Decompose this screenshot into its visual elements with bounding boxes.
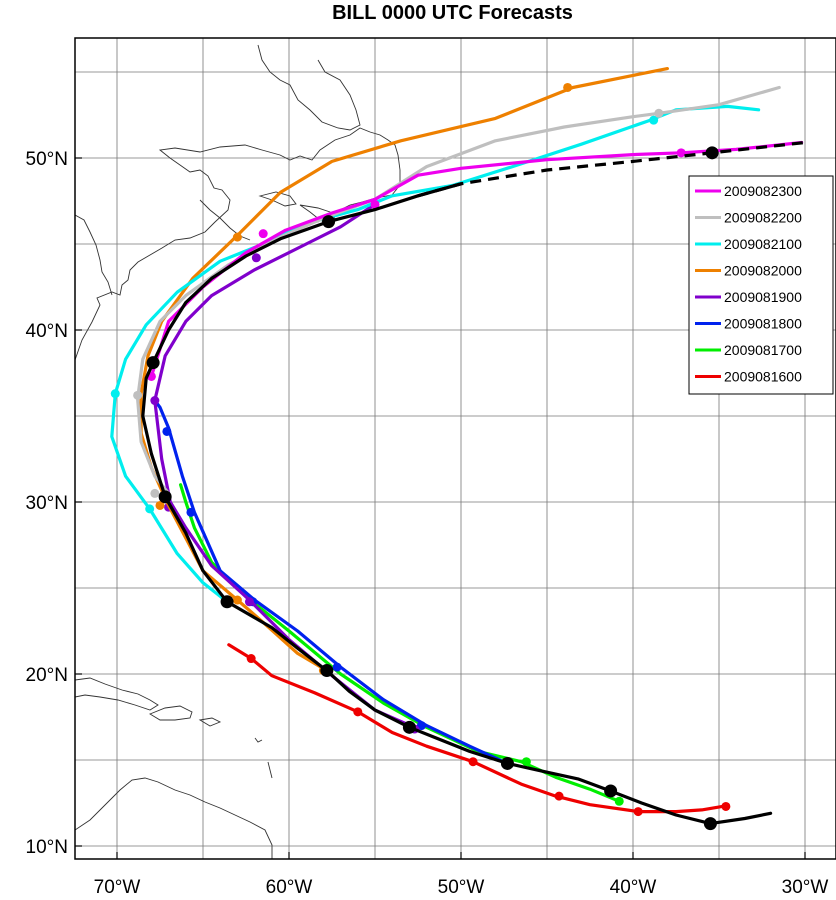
track-marker (676, 148, 686, 158)
best-track-extrapolation (417, 140, 806, 198)
legend-label: 2009081800 (724, 316, 802, 332)
legend-box (688, 175, 834, 395)
track-marker (370, 199, 380, 209)
track-marker (416, 721, 426, 731)
x-tick-label: 40°W (610, 877, 657, 898)
legend-label: 2009082200 (724, 210, 802, 226)
legend-label: 2009082000 (724, 263, 802, 279)
track-marker (332, 662, 342, 672)
track-line (139, 66, 670, 673)
track-marker (258, 229, 268, 239)
y-tick-label: 40°N (26, 321, 68, 342)
legend: 2009082300 2009082200 2009082100 2009082000… (688, 175, 834, 395)
best-track-marker (500, 756, 514, 770)
legend-label: 2009081700 (724, 342, 802, 358)
legend-item-2009081600: 2009081600 (695, 369, 802, 385)
y-tick-label: 20°N (26, 665, 68, 686)
best-track-marker (703, 817, 717, 831)
track-marker (232, 595, 242, 605)
coastline-hispaniola (148, 705, 193, 721)
coastline-south-america (75, 777, 273, 859)
track-marker (133, 390, 143, 400)
coastline-newfoundland (257, 44, 361, 131)
axis-ticks: 70°W 60°W 50°W 40°W 30°W 10°N 20°N 30°N 40°N 50°N (26, 149, 829, 898)
track-marker (155, 500, 165, 510)
legend-item-2009081800: 2009081800 (695, 316, 802, 332)
track-marker (721, 801, 731, 811)
y-tick-label: 50°N (26, 149, 68, 170)
y-tick-label: 30°N (26, 493, 68, 514)
track-marker (633, 807, 643, 817)
track-marker (654, 108, 664, 118)
x-tick-label: 60°W (266, 877, 313, 898)
best-track-marker (322, 215, 336, 229)
track-marker (232, 232, 242, 242)
best-track-marker (402, 720, 416, 734)
best-track-line (141, 182, 773, 826)
track-marker (468, 757, 478, 767)
legend-item-2009082300: 2009082300 (695, 183, 802, 199)
x-tick-label: 50°W (438, 877, 485, 898)
coastline-new-england (75, 214, 113, 296)
track-marker (246, 654, 256, 664)
best-track-marker (604, 784, 618, 798)
track-marker (521, 757, 531, 767)
track-2009082100 (110, 104, 761, 604)
coastline-cuba (75, 677, 159, 711)
plot-area (75, 38, 836, 859)
track-marker (353, 707, 363, 717)
track-marker (251, 253, 261, 263)
track-marker (563, 82, 573, 92)
legend-label: 2009082100 (724, 236, 802, 252)
track-line (179, 483, 621, 803)
track-marker (150, 396, 160, 406)
best-track-marker (158, 490, 172, 504)
track-marker (649, 115, 659, 125)
track-marker (110, 389, 120, 399)
track-marker (554, 791, 564, 801)
legend-item-2009082000: 2009082000 (695, 263, 802, 279)
best-track-marker (146, 356, 160, 370)
track-2009081700 (179, 483, 624, 806)
best-track-marker (220, 595, 234, 609)
x-tick-label: 30°W (782, 877, 829, 898)
track-marker (145, 504, 155, 514)
y-tick-label: 10°N (26, 837, 68, 858)
best-track-marker (705, 146, 719, 160)
track-line (136, 85, 781, 495)
coastline-puerto-rico (198, 717, 222, 727)
track-marker (244, 597, 254, 607)
best-track-marker (320, 664, 334, 678)
track-line (110, 104, 761, 604)
legend-label: 2009081900 (724, 289, 802, 305)
track-marker (162, 426, 172, 436)
plot-frame (74, 37, 836, 860)
track-marker (186, 507, 196, 517)
legend-label: 2009081600 (724, 369, 802, 385)
coastline-outlines (75, 44, 401, 859)
forecast-tracks (110, 66, 806, 831)
x-tick-label: 70°W (94, 877, 141, 898)
legend-item-2009082100: 2009082100 (695, 236, 802, 252)
track-marker (150, 488, 160, 498)
map-title: BILL 0000 UTC Forecasts (332, 2, 573, 24)
legend-item-2009081900: 2009081900 (695, 289, 802, 305)
track-2009082200 (133, 85, 781, 498)
coastline-lesser-antilles (254, 737, 273, 779)
legend-label: 2009082300 (724, 183, 802, 199)
track-marker (614, 796, 624, 806)
legend-item-2009081700: 2009081700 (695, 342, 802, 358)
best-track (141, 140, 806, 831)
legend-item-2009082200: 2009082200 (695, 210, 802, 226)
coastline-north-america (75, 127, 401, 361)
